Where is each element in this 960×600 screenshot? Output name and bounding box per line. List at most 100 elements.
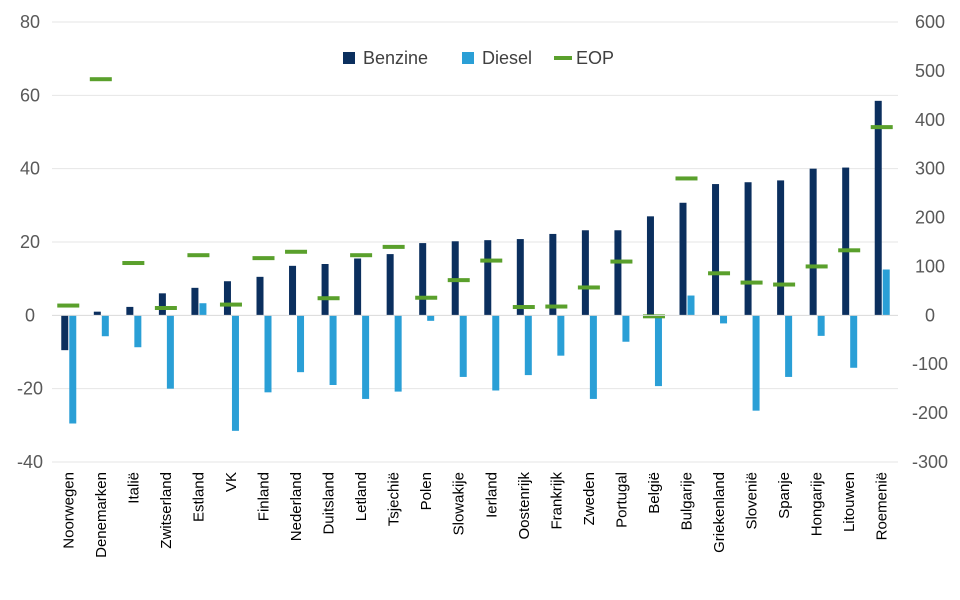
benzine-bar [191,287,199,316]
diesel-bar [654,315,662,387]
eop-marker [708,271,731,276]
eop-marker [187,253,210,258]
left-tick-label: 40 [20,159,40,179]
eop-marker [805,264,828,269]
benzine-bar [354,258,362,316]
eop-marker [317,296,340,301]
benzine-bar [61,315,69,351]
diesel-bar [687,295,695,316]
diesel-bar [101,315,109,337]
diesel-bar [882,269,890,316]
eop-marker [480,258,503,263]
eop-marker [350,253,373,258]
legend-label: Benzine [363,48,428,68]
eop-marker [773,282,796,287]
diesel-bar [459,315,467,377]
category-label: Frankrijk [548,472,565,530]
eop-marker [382,244,405,249]
diesel-bar [166,315,174,389]
legend-label: EOP [576,48,614,68]
left-tick-label: 0 [25,305,35,325]
benzine-bar [289,265,297,316]
right-tick-label: 500 [915,61,945,81]
category-label: Zweden [581,472,598,525]
category-label: Denemarken [93,472,110,558]
diesel-bar [134,315,142,348]
benzine-bar [256,276,264,316]
eop-marker [642,314,665,319]
category-label: Hongarije [809,472,826,536]
category-label: Letland [353,472,370,521]
eop-marker [512,305,535,310]
benzine-bar [581,230,589,316]
right-tick-label: 200 [915,208,945,228]
category-label: Nederland [288,472,305,541]
benzine-bar [386,254,394,316]
eop-marker [219,302,242,307]
category-label: Tsjechië [386,472,403,526]
legend-swatch [343,52,355,64]
eop-marker [57,303,80,308]
category-label: België [646,472,663,514]
benzine-bar [614,230,622,316]
eop-marker [89,77,112,82]
eop-marker [122,261,145,266]
diesel-bar [329,315,337,385]
benzine-bar [516,239,524,316]
diesel-bar [199,303,207,316]
category-label: Italië [125,472,142,504]
right-tick-label: 100 [915,256,945,276]
left-tick-label: 20 [20,232,40,252]
diesel-bar [231,315,239,431]
category-label: Litouwen [841,472,858,532]
eop-marker [870,125,893,130]
eop-marker [740,280,763,285]
diesel-bar [492,315,500,391]
benzine-bar [646,216,654,316]
benzine-bar [126,306,134,316]
right-axis-ticks: -300 -200 -100 0 100 200 300 400 500 600 [912,12,948,472]
benzine-bar [321,264,329,316]
benzine-bar [809,168,817,316]
category-label: Noorwegen [60,472,77,549]
benzine-bar [842,167,850,316]
benzine-bar [679,202,687,316]
eop-marker [154,306,177,310]
eop-marker [610,259,633,264]
legend-swatch [554,56,572,60]
benzine-bar [549,233,557,316]
diesel-bar [817,315,825,336]
benzine-bar [874,100,882,316]
left-tick-label: -20 [17,379,43,399]
benzine-bar [777,180,785,316]
right-tick-label: -300 [912,452,948,472]
left-tick-label: 80 [20,12,40,32]
diesel-bar [720,315,728,324]
category-label: Portugal [613,472,630,528]
benzine-bar [419,243,427,316]
category-label: VK [223,472,240,492]
diesel-bar [362,315,370,399]
benzine-bar [93,311,101,316]
right-tick-label: 400 [915,110,945,130]
diesel-bar [264,315,272,393]
diesel-bar [622,315,630,342]
category-label: Finland [256,472,273,521]
category-label: Estland [190,472,207,522]
category-label: Bulgarije [679,472,696,530]
category-label: Oostenrijk [516,472,533,540]
left-axis-ticks: -40 -20 0 20 40 60 80 [17,12,43,472]
benzine-bar [712,184,720,316]
diesel-bar [394,315,402,392]
benzine-bar [484,240,492,316]
diesel-bar [427,315,435,321]
diesel-bar [589,315,597,399]
legend: Benzine Diesel EOP [343,48,614,68]
benzine-bar [158,293,166,316]
left-tick-label: 60 [20,85,40,105]
diesel-bar [297,315,305,373]
diesel-bar [69,315,77,424]
right-tick-label: 600 [915,12,945,32]
legend-swatch [462,52,474,64]
category-label: Spanje [776,472,793,519]
